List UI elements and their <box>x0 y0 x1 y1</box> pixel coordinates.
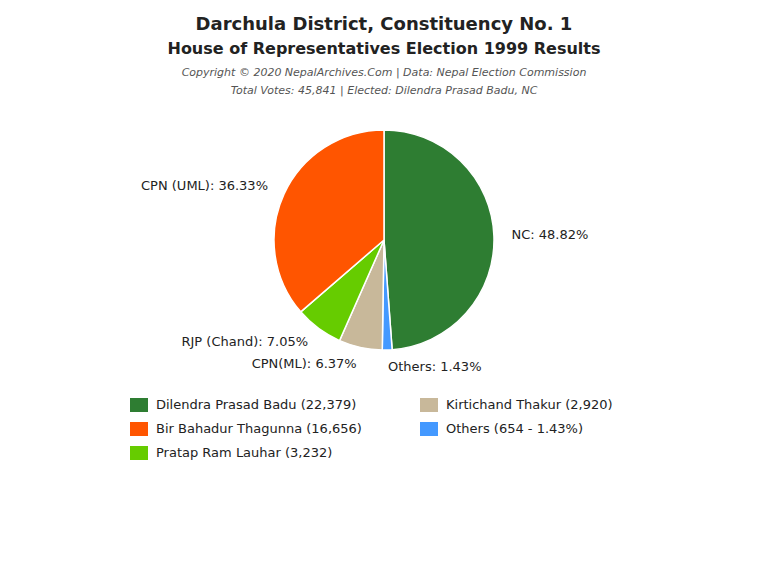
data-label: CPN (UML): 36.33% <box>141 178 268 193</box>
annotation: Copyright © 2020 NepalArchives.Com | Dat… <box>182 66 587 79</box>
title: Darchula District, Constituency No. 1 <box>196 13 573 34</box>
data-label: RJP (Chand): 7.05% <box>181 334 308 349</box>
legend-swatch <box>130 422 148 436</box>
legend-entry: Bir Bahadur Thagunna (16,656) <box>156 421 362 436</box>
legend-entry: Others (654 - 1.43%) <box>446 421 583 436</box>
legend-swatch <box>420 398 438 412</box>
legend-swatch <box>130 446 148 460</box>
legend-swatch <box>420 422 438 436</box>
legend-swatch <box>130 398 148 412</box>
subtitle: House of Representatives Election 1999 R… <box>167 39 600 58</box>
legend-entry: Kirtichand Thakur (2,920) <box>446 397 613 412</box>
pie-slice <box>274 130 384 312</box>
legend-entry: Dilendra Prasad Badu (22,379) <box>156 397 356 412</box>
legend-entry: Pratap Ram Lauhar (3,232) <box>156 445 332 460</box>
data-label: CPN(ML): 6.37% <box>252 356 357 371</box>
legend: Dilendra Prasad Badu (22,379) Bir Bahadur… <box>130 397 613 461</box>
pie-slice <box>384 130 494 350</box>
data-label: Others: 1.43% <box>388 359 482 374</box>
annotation: Total Votes: 45,841 | Elected: Dilendra … <box>231 84 538 97</box>
chart: Darchula District, Constituency No. 1 Hou… <box>0 0 768 576</box>
data-label: NC: 48.82% <box>512 227 589 242</box>
data-labels: NC: 48.82% Others: 1.43% CPN(ML): 6.37% RJP… <box>141 178 588 374</box>
pie <box>274 130 494 350</box>
